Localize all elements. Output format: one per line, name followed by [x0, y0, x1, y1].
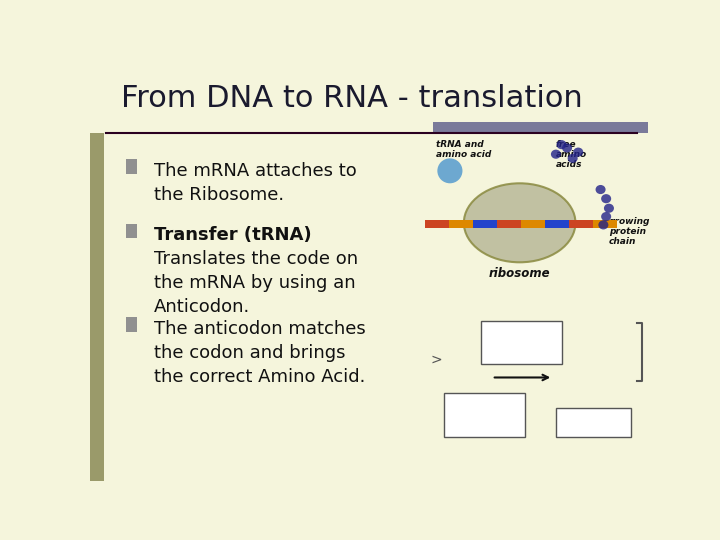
Ellipse shape — [595, 185, 606, 194]
FancyBboxPatch shape — [433, 122, 648, 133]
Ellipse shape — [437, 158, 462, 183]
Ellipse shape — [464, 183, 575, 262]
Ellipse shape — [601, 194, 611, 203]
Text: The mRNA attaches to: The mRNA attaches to — [154, 161, 357, 180]
Text: The anticodon matches: The anticodon matches — [154, 320, 366, 338]
FancyBboxPatch shape — [545, 220, 570, 228]
Text: ribosome: ribosome — [489, 267, 551, 280]
FancyBboxPatch shape — [90, 133, 104, 481]
FancyBboxPatch shape — [521, 220, 545, 228]
Text: Amino Acids: Amino Acids — [562, 415, 625, 424]
Ellipse shape — [573, 147, 583, 157]
FancyBboxPatch shape — [126, 317, 138, 332]
Text: tRNA
(the anticodon)
CAUG: tRNA (the anticodon) CAUG — [445, 400, 524, 430]
Ellipse shape — [601, 212, 611, 221]
Text: Transfer (tRNA): Transfer (tRNA) — [154, 226, 312, 244]
Text: the Ribosome.: the Ribosome. — [154, 186, 284, 204]
FancyBboxPatch shape — [126, 224, 138, 238]
Ellipse shape — [604, 204, 614, 213]
Text: Anticodon.: Anticodon. — [154, 299, 251, 316]
Text: free
amino
acids: free amino acids — [556, 140, 587, 170]
Text: >: > — [431, 353, 442, 367]
FancyBboxPatch shape — [593, 220, 617, 228]
FancyBboxPatch shape — [556, 408, 631, 437]
FancyBboxPatch shape — [570, 220, 593, 228]
Ellipse shape — [557, 140, 567, 149]
Ellipse shape — [551, 150, 561, 159]
Text: Translates the code on: Translates the code on — [154, 250, 359, 268]
Text: the codon and brings: the codon and brings — [154, 344, 346, 362]
Text: tRNA and
amino acid: tRNA and amino acid — [436, 140, 491, 159]
FancyBboxPatch shape — [126, 159, 138, 174]
Text: growing
protein
chain: growing protein chain — [609, 217, 650, 246]
Text: the correct Amino Acid.: the correct Amino Acid. — [154, 368, 366, 386]
Ellipse shape — [567, 154, 577, 163]
FancyBboxPatch shape — [425, 220, 449, 228]
Ellipse shape — [562, 144, 572, 152]
Text: translates
the code
and brings: translates the code and brings — [497, 328, 545, 357]
Text: the mRNA by using an: the mRNA by using an — [154, 274, 356, 292]
Ellipse shape — [598, 220, 608, 230]
FancyBboxPatch shape — [449, 220, 473, 228]
FancyBboxPatch shape — [444, 393, 526, 437]
Text: From DNA to RNA - translation: From DNA to RNA - translation — [121, 84, 582, 112]
FancyBboxPatch shape — [497, 220, 521, 228]
FancyBboxPatch shape — [481, 321, 562, 364]
FancyBboxPatch shape — [473, 220, 497, 228]
